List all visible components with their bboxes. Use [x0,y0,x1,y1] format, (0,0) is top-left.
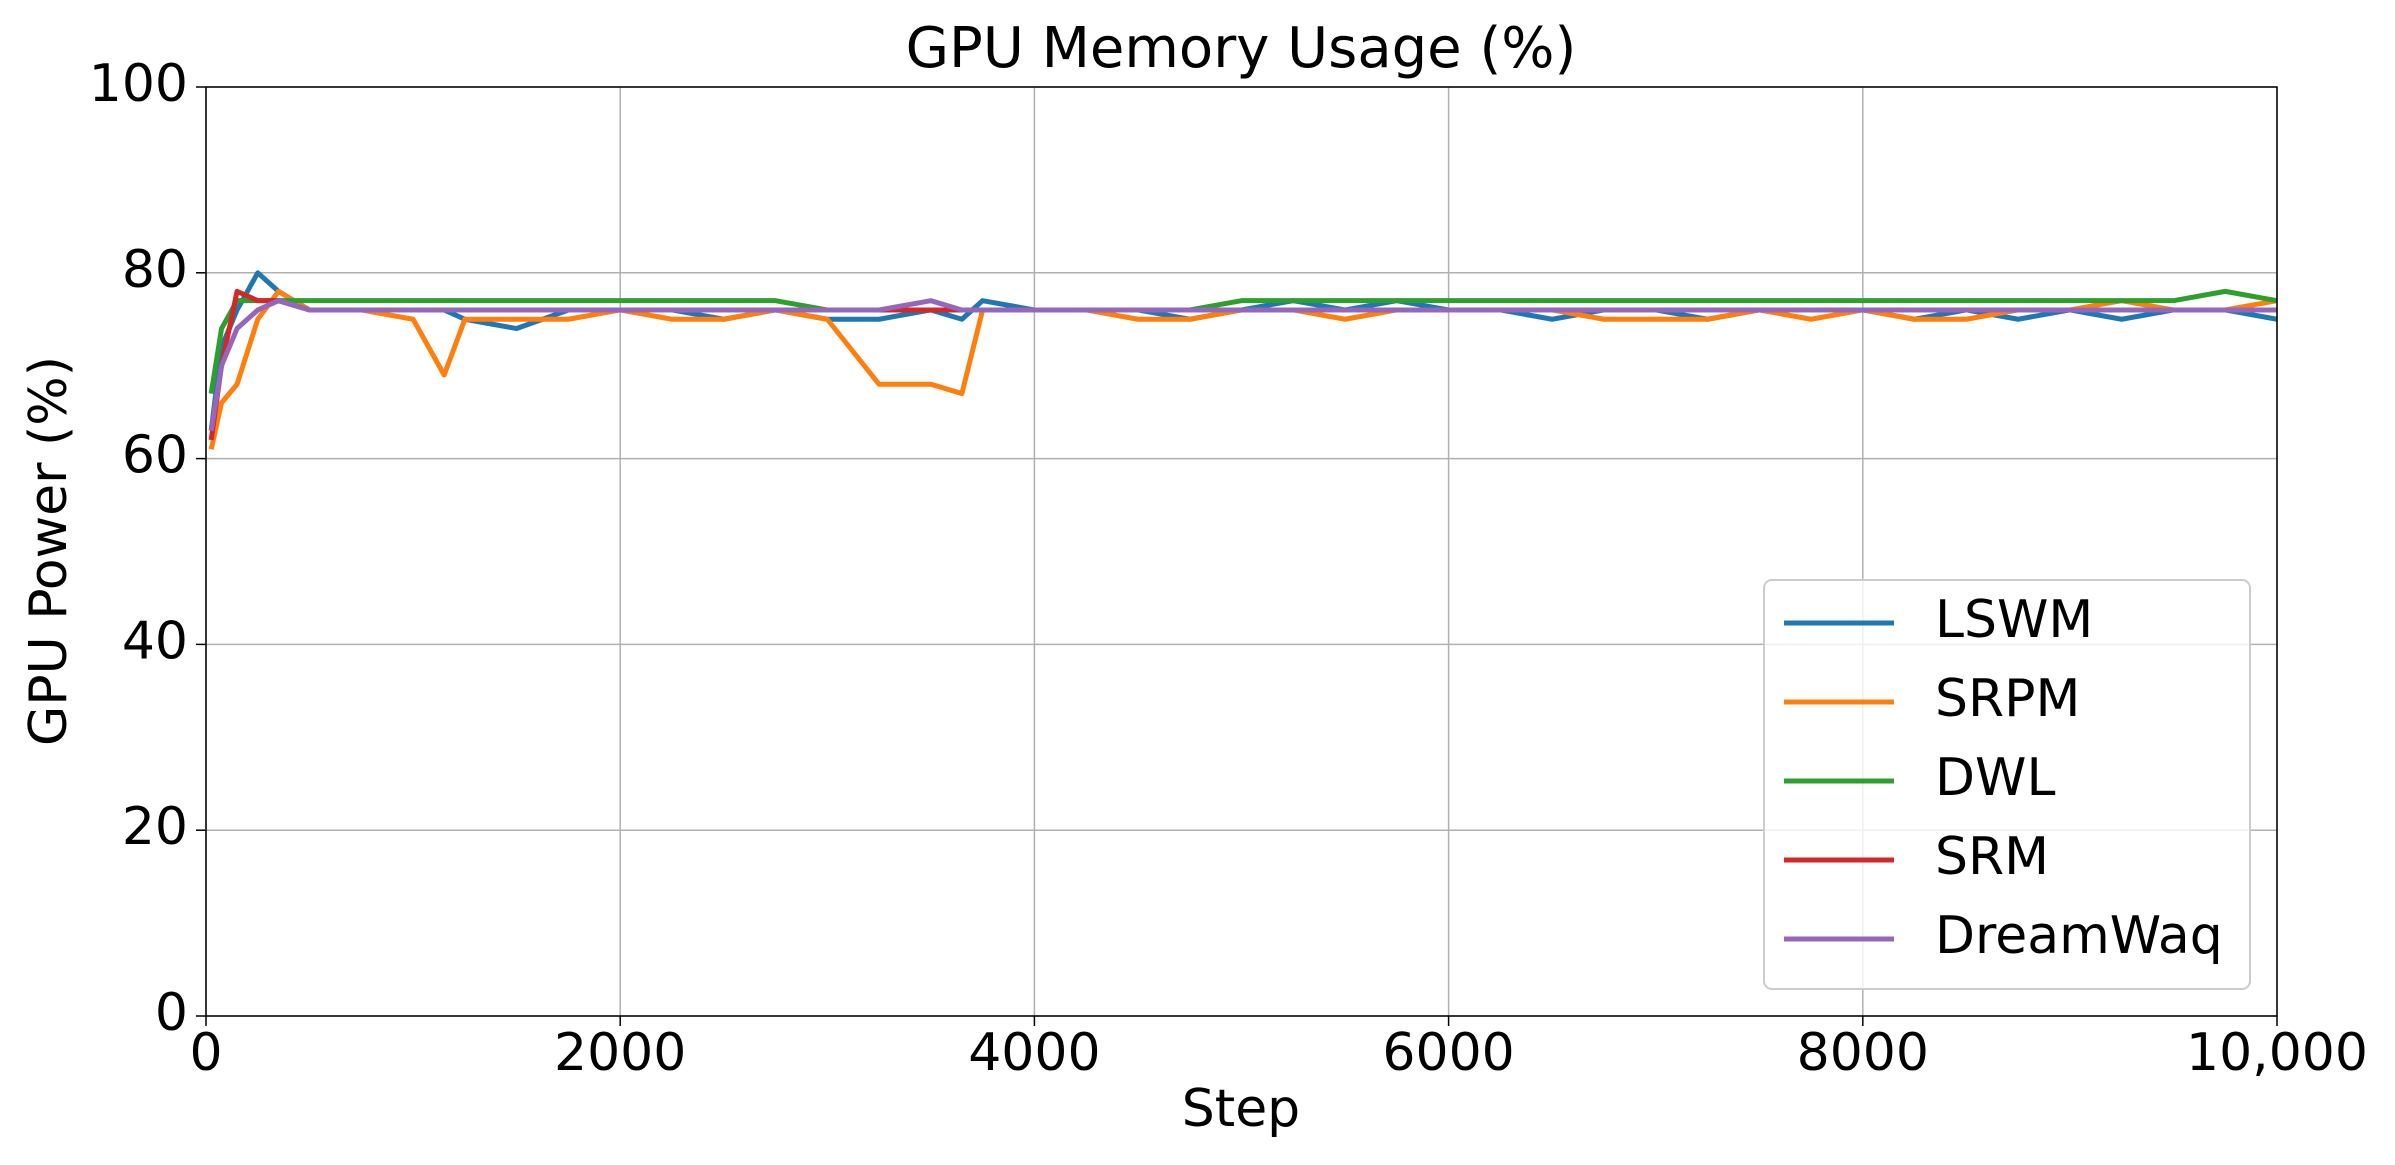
x-tick-label: 8000 [1797,1023,1929,1083]
y-tick-label: 0 [155,983,188,1043]
legend-label: SRPM [1935,669,2080,729]
x-tick-label: 6000 [1382,1023,1514,1083]
legend-box [1763,579,2251,990]
legend-label: DreamWaq [1935,906,2223,966]
chart-title: GPU Memory Usage (%) [906,16,1577,81]
y-tick-label: 20 [122,797,188,857]
x-axis-label: Step [1182,1079,1300,1139]
series-line [208,270,2278,432]
x-tick-label: 0 [189,1023,222,1083]
y-tick-label: 40 [122,611,188,671]
legend-label: LSWM [1935,590,2093,650]
y-axis-label: GPU Power (%) [19,356,79,746]
y-tick-label: 60 [122,426,188,486]
series-line [208,288,2278,394]
legend-label: SRM [1935,827,2049,887]
x-tick-label: 2000 [554,1023,686,1083]
series-line [208,288,2278,450]
legend-label: DWL [1935,748,2055,808]
series-line [208,288,2277,441]
y-tick-label: 80 [122,240,188,300]
plot-frame [205,86,2278,1017]
series-line [208,298,2277,432]
x-tick-label: 4000 [968,1023,1100,1083]
y-tick-label: 100 [89,54,188,114]
x-tick-label: 10,000 [2186,1023,2368,1083]
